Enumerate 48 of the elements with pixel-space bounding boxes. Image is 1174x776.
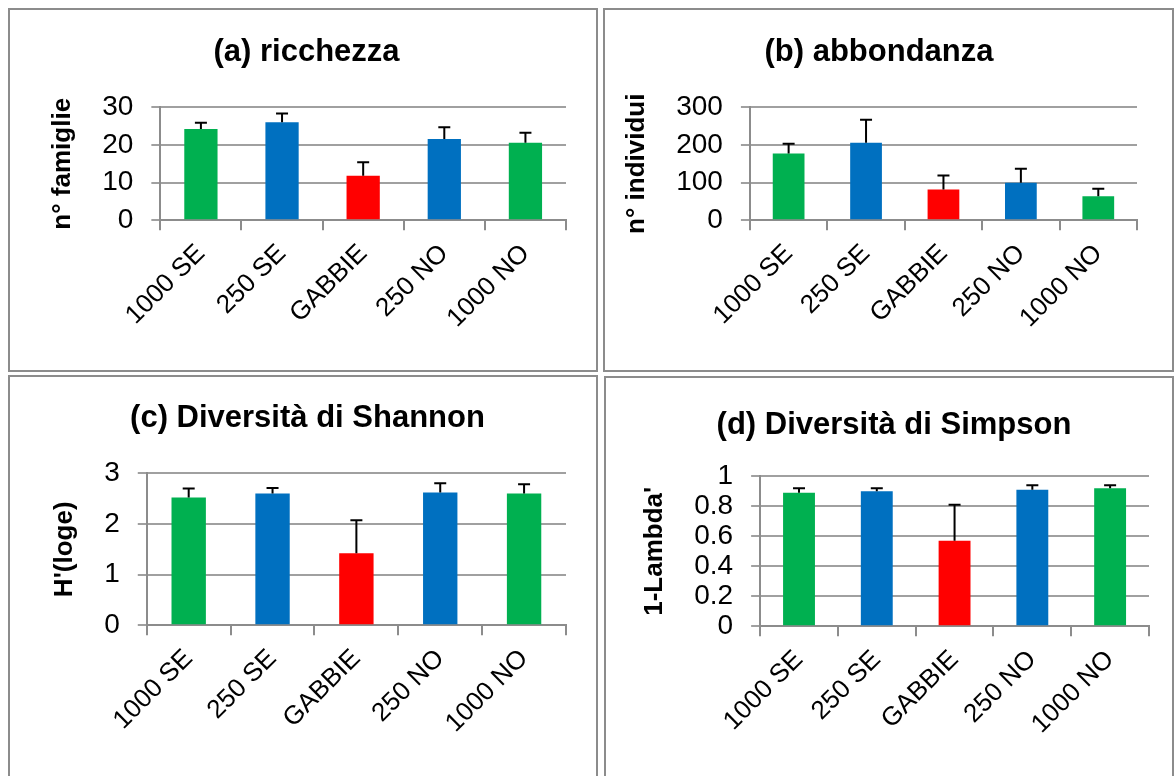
y-tick-label: 1: [104, 557, 120, 589]
y-tick-label: 0: [717, 609, 734, 641]
y-tick-label: 200: [676, 127, 723, 159]
y-tick-label: 1: [717, 458, 734, 490]
bar: [927, 189, 960, 220]
chart-title: (c) Diversità di Shannon: [130, 399, 485, 435]
chart-title: (b) abbondanza: [764, 33, 995, 69]
chart-title: (d) Diversità di Simpson: [716, 406, 1072, 442]
bar: [1005, 182, 1037, 220]
y-tick-label: 0: [707, 203, 723, 235]
y-tick-label: 10: [102, 165, 134, 197]
y-tick-label: 30: [102, 89, 134, 121]
y-tick-label: 300: [676, 89, 723, 121]
y-tick-label: 0: [117, 203, 134, 235]
x-tick-label: 250 SE: [209, 237, 292, 320]
bar: [860, 491, 893, 626]
y-tick-label: 0: [104, 608, 120, 640]
bar: [1016, 489, 1049, 626]
y-axis-title: 1-Lambda': [637, 486, 668, 616]
bar: [423, 492, 458, 625]
y-tick-label: 0.6: [694, 518, 734, 550]
y-tick-label: 0.4: [694, 549, 734, 581]
y-tick-label: 2: [104, 506, 120, 538]
bar: [171, 497, 206, 625]
bar: [772, 153, 805, 220]
bar: [506, 493, 542, 625]
bar: [1082, 196, 1115, 220]
bar: [508, 142, 543, 220]
y-tick-label: 0.2: [694, 579, 734, 611]
bar: [427, 138, 461, 220]
bar: [184, 129, 218, 220]
y-tick-label: 0.8: [694, 488, 734, 520]
bar: [938, 540, 971, 626]
bar: [346, 175, 380, 220]
y-tick-label: 3: [104, 455, 120, 487]
x-tick-label: 250 SE: [200, 642, 282, 725]
bar: [783, 492, 815, 626]
bar: [265, 122, 299, 220]
bar: [1094, 488, 1127, 626]
y-axis-title: n° individui: [619, 93, 650, 234]
y-tick-label: 20: [102, 127, 134, 159]
y-axis-title: H'(loge): [47, 501, 78, 598]
y-axis-title: n° famiglie: [45, 97, 76, 230]
bar: [850, 142, 882, 220]
bar: [339, 553, 374, 625]
y-tick-label: 100: [676, 165, 723, 197]
chart-title: (a) ricchezza: [213, 33, 401, 69]
bar: [255, 493, 290, 625]
